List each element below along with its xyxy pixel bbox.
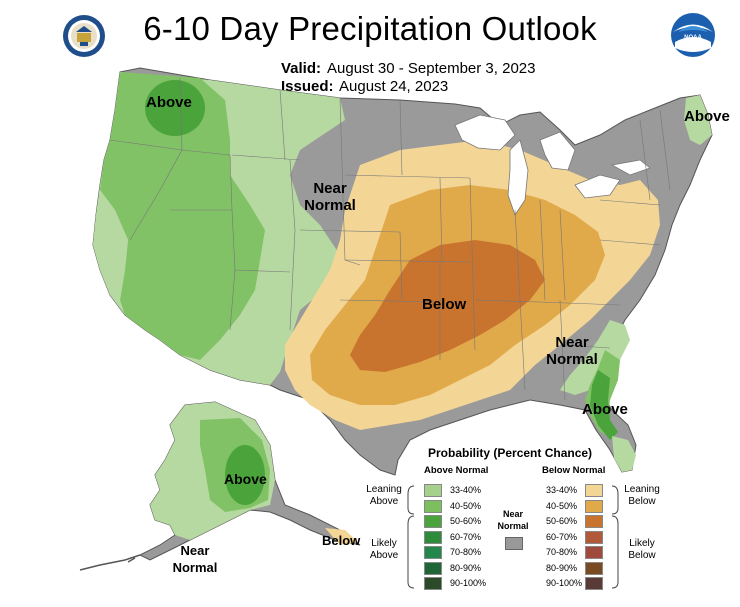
legend-above-header: Above Normal <box>424 465 489 476</box>
legend-swatch <box>424 577 442 590</box>
legend-swatch <box>585 530 603 544</box>
dark-green-fl <box>590 370 618 440</box>
legend-swatch-label: 90-100% <box>450 578 487 588</box>
state-lines <box>109 77 671 401</box>
legend-swatch <box>424 499 442 513</box>
legend-swatch <box>424 561 442 575</box>
valid-label: Valid: <box>281 60 322 77</box>
label-near-normal-ak: Near Normal <box>172 543 218 575</box>
legend-swatch-label: 80-90% <box>450 562 482 573</box>
legend-swatch <box>585 546 603 559</box>
issued-value: August 24, 2023 <box>339 78 449 95</box>
label-above-ne: Above <box>684 108 730 125</box>
legend-swatch-label: 33-40% <box>450 485 482 495</box>
ak-tan <box>325 528 358 545</box>
noaa-logo-icon: NOAA <box>671 13 715 57</box>
legend-swatch <box>424 546 442 559</box>
commerce-seal-icon <box>63 15 105 57</box>
valid-value: August 30 - September 3, 2023 <box>327 60 536 77</box>
ak-dark-green <box>225 445 265 505</box>
darkorange-below <box>350 240 545 372</box>
legend-leaning-above: Leaning Above <box>366 484 402 507</box>
legend-swatch-label: 60-70% <box>450 531 482 542</box>
map-title: 6-10 Day Precipitation Outlook <box>143 10 597 47</box>
light-green-ne <box>684 95 712 145</box>
issued-label: Issued: <box>281 78 334 95</box>
legend-near-normal-swatch <box>505 537 523 550</box>
label-below-central: Below <box>422 296 467 313</box>
label-below-ak: Below <box>322 533 361 548</box>
label-near-normal-se: Near Normal <box>546 334 598 368</box>
legend-swatch <box>585 499 603 513</box>
great-lakes <box>454 114 651 216</box>
label-above-fl: Above <box>582 401 628 418</box>
dark-green-nw <box>145 80 205 136</box>
legend-swatch <box>424 515 442 528</box>
legend-swatch <box>424 484 442 497</box>
legend-swatch <box>585 561 603 575</box>
legend-title: Probability (Percent Chance) <box>428 446 593 460</box>
legend-swatch <box>424 530 442 544</box>
legend-swatch-label: 40-50% <box>450 500 482 511</box>
legend-leaning-below: Leaning Below <box>624 484 660 507</box>
legend-swatch-label: 70-80% <box>546 547 578 557</box>
legend-near-normal-label: Near Normal <box>497 509 529 531</box>
label-above-ak: Above <box>224 471 267 487</box>
svg-text:NOAA: NOAA <box>684 35 702 41</box>
legend-brackets <box>407 485 619 589</box>
ak-islands <box>79 554 141 571</box>
light-green-fl <box>612 436 636 472</box>
legend-below-header: Below Normal <box>542 465 606 476</box>
legend-swatch-label: 40-50% <box>546 500 578 511</box>
legend-swatch-label: 90-100% <box>546 578 583 588</box>
legend-likely-below: Likely Below <box>628 538 656 561</box>
label-near-normal-plains: Near Normal <box>304 180 356 214</box>
legend-swatch-label: 60-70% <box>546 531 578 542</box>
legend-swatch-label: 70-80% <box>450 547 482 557</box>
legend-swatch <box>585 515 603 528</box>
legend-swatch-label: 50-60% <box>546 516 578 526</box>
light-green-coast <box>93 190 128 300</box>
legend-swatch-label: 50-60% <box>450 516 482 526</box>
label-above-nw: Above <box>146 94 192 111</box>
legend-swatch <box>585 484 603 497</box>
medium-green-west <box>100 72 265 360</box>
legend-likely-above: Likely Above <box>369 538 399 561</box>
legend-swatch-label: 80-90% <box>546 562 578 573</box>
legend-swatch <box>585 577 603 590</box>
legend-swatch-label: 33-40% <box>546 485 578 495</box>
light-green-se <box>560 320 630 395</box>
